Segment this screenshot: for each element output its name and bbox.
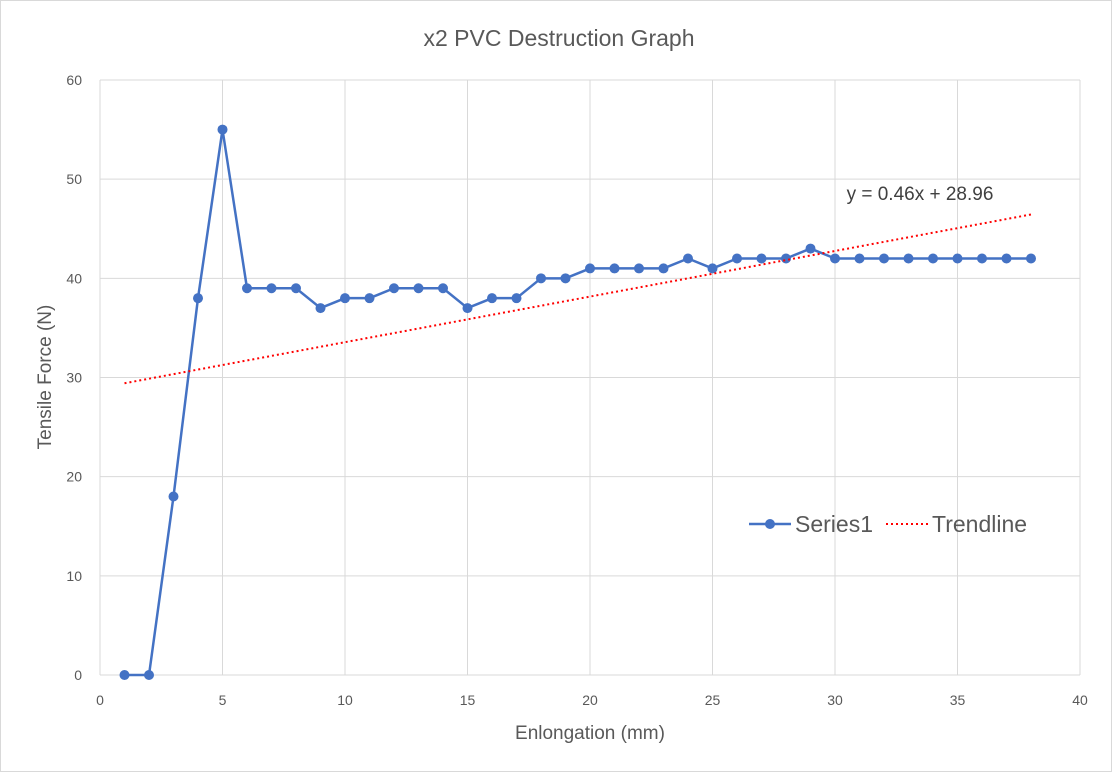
series1-point — [438, 283, 448, 294]
x-axis-title: Enlongation (mm) — [515, 723, 665, 744]
legend-series1-label: Series1 — [795, 511, 873, 537]
series1-point — [242, 283, 252, 294]
x-tick-label: 0 — [96, 692, 104, 708]
series1-point — [879, 253, 889, 264]
y-tick-label: 40 — [66, 270, 82, 286]
series1-point — [462, 303, 473, 314]
series1-point — [340, 293, 350, 304]
series1-point — [291, 283, 301, 294]
tick-labels: 0 5 10 15 20 25 30 35 40 0 10 20 30 40 50 60 — [66, 72, 1088, 708]
series1-point — [217, 124, 228, 135]
chart-title: x2 PVC Destruction Graph — [423, 25, 694, 51]
series1-point — [830, 253, 840, 264]
series1-point — [928, 253, 938, 264]
series1-point — [364, 293, 375, 304]
y-tick-label: 60 — [66, 72, 82, 88]
x-tick-label: 15 — [460, 692, 476, 708]
x-tick-label: 40 — [1072, 692, 1088, 708]
y-tick-label: 10 — [66, 568, 82, 584]
series1-point — [193, 293, 203, 304]
series1-point — [977, 253, 987, 264]
x-tick-label: 35 — [950, 692, 966, 708]
series1-point — [389, 283, 399, 294]
series1-point — [854, 253, 865, 264]
series-layer — [119, 124, 1036, 680]
legend-trendline-label: Trendline — [932, 511, 1027, 537]
y-axis-title: Tensile Force (N) — [35, 305, 56, 450]
y-tick-label: 30 — [66, 370, 82, 386]
series1-point — [952, 253, 963, 264]
series1-point — [707, 263, 718, 274]
x-tick-label: 10 — [337, 692, 353, 708]
trendline — [124, 213, 1032, 385]
x-tick-label: 20 — [582, 692, 598, 708]
series1-point — [168, 491, 179, 502]
series1-point — [1001, 253, 1012, 264]
series1-point — [536, 273, 546, 284]
x-tick-label: 30 — [827, 692, 843, 708]
series1-point — [683, 253, 693, 264]
series1-point — [585, 263, 595, 274]
series1-point — [511, 293, 522, 304]
series1-point — [732, 253, 742, 264]
series1-point — [266, 283, 277, 294]
series1-point — [634, 263, 644, 274]
series1-point — [756, 253, 767, 264]
y-tick-label: 0 — [74, 667, 82, 683]
series1-point — [144, 670, 154, 680]
gridlines — [99, 79, 1081, 676]
series1-point — [1026, 253, 1036, 264]
legend-series1-marker — [765, 519, 775, 529]
series1-point — [903, 253, 914, 264]
series1-point — [805, 243, 816, 254]
legend: Series1 Trendline — [749, 511, 1027, 537]
series1-point — [609, 263, 620, 274]
series1-point — [315, 303, 326, 314]
series1-point — [119, 670, 130, 680]
series1-point — [658, 263, 669, 274]
series1-point — [560, 273, 571, 284]
x-tick-label: 5 — [219, 692, 227, 708]
series1-point — [487, 293, 497, 304]
series1-point — [413, 283, 424, 294]
x-tick-label: 25 — [705, 692, 721, 708]
y-tick-label: 20 — [66, 469, 82, 485]
y-tick-label: 50 — [66, 171, 82, 187]
trendline-equation: y = 0.46x + 28.96 — [847, 184, 994, 205]
